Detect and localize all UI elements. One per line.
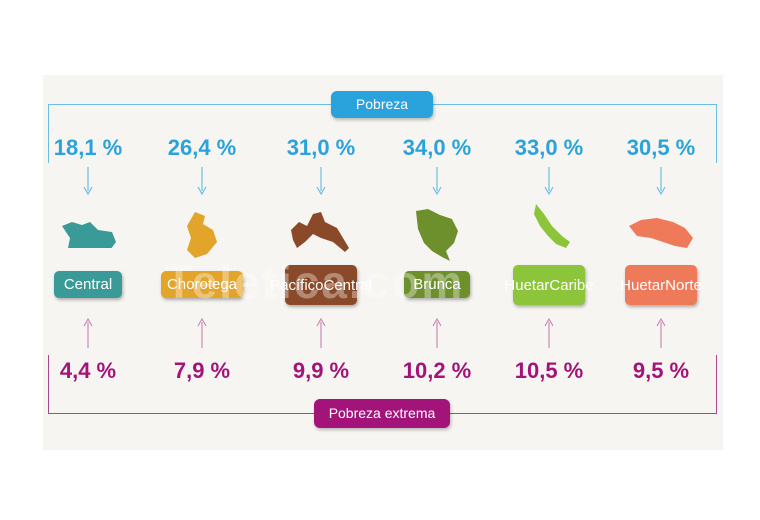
region-label: Central	[54, 271, 122, 298]
region-label: Huetar Norte	[620, 265, 702, 305]
extreme-poverty-value: 7,9 %	[173, 358, 231, 383]
up-arrow-icon	[197, 318, 207, 348]
region-label: Brunca	[404, 271, 470, 298]
up-arrow-icon	[656, 318, 666, 348]
region-map-icon	[629, 218, 693, 248]
extreme-poverty-value: 4,4 %	[59, 358, 117, 383]
down-arrow-icon	[316, 167, 326, 195]
poverty-value: 31,0 %	[286, 135, 356, 160]
region-map-icon	[291, 212, 349, 252]
region-map-icon	[534, 204, 570, 248]
extreme-poverty-header: Pobreza extrema	[314, 399, 450, 428]
up-arrow-icon	[83, 318, 93, 348]
region-label: Huetar Caribe	[504, 265, 594, 305]
extreme-poverty-value: 10,5 %	[514, 358, 584, 383]
poverty-header: Pobreza	[331, 91, 433, 118]
down-arrow-icon	[656, 167, 666, 195]
region-label: Chorotega	[161, 271, 243, 298]
region-map-icon	[187, 212, 217, 258]
up-arrow-icon	[544, 318, 554, 348]
down-arrow-icon	[83, 167, 93, 195]
region-map-icon	[416, 209, 458, 261]
poverty-value: 18,1 %	[53, 135, 123, 160]
down-arrow-icon	[197, 167, 207, 195]
region-label: Pacífico Central	[270, 265, 372, 305]
poverty-value: 34,0 %	[402, 135, 472, 160]
up-arrow-icon	[316, 318, 326, 348]
extreme-poverty-value: 9,9 %	[292, 358, 350, 383]
infographic-panel	[43, 75, 723, 450]
region-map-icon	[62, 222, 116, 248]
poverty-value: 26,4 %	[167, 135, 237, 160]
extreme-poverty-value: 9,5 %	[632, 358, 690, 383]
up-arrow-icon	[432, 318, 442, 348]
poverty-value: 30,5 %	[626, 135, 696, 160]
poverty-value: 33,0 %	[514, 135, 584, 160]
down-arrow-icon	[544, 167, 554, 195]
down-arrow-icon	[432, 167, 442, 195]
extreme-poverty-value: 10,2 %	[402, 358, 472, 383]
